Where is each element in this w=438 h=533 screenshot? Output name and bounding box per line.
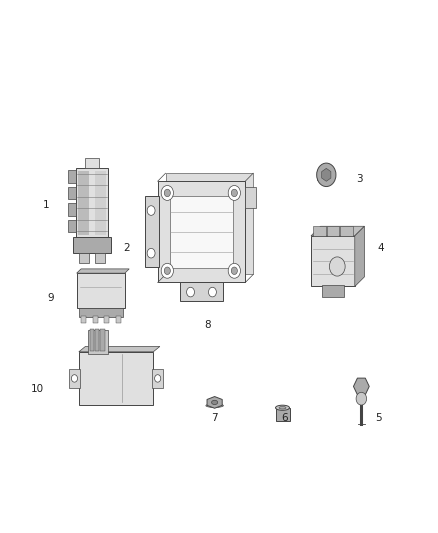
- Polygon shape: [311, 226, 364, 236]
- Bar: [75, 168, 109, 237]
- Text: 1: 1: [42, 200, 49, 210]
- Ellipse shape: [212, 400, 218, 405]
- Text: 4: 4: [378, 243, 385, 253]
- Polygon shape: [158, 181, 245, 282]
- Bar: [317, 170, 321, 180]
- Bar: [85, 158, 99, 168]
- Bar: [313, 227, 325, 236]
- Polygon shape: [77, 269, 129, 273]
- Bar: [78, 253, 89, 263]
- Polygon shape: [355, 226, 364, 287]
- Text: 5: 5: [375, 414, 382, 423]
- Bar: [276, 408, 290, 421]
- Bar: [81, 316, 86, 323]
- Circle shape: [161, 263, 173, 278]
- Bar: [95, 253, 106, 263]
- Bar: [67, 220, 75, 232]
- Bar: [116, 316, 121, 323]
- Bar: [67, 187, 75, 199]
- Bar: [73, 237, 110, 253]
- Circle shape: [231, 189, 237, 197]
- Circle shape: [147, 248, 155, 258]
- Circle shape: [329, 257, 345, 276]
- Bar: [104, 316, 110, 323]
- Circle shape: [155, 375, 161, 382]
- Bar: [69, 369, 80, 388]
- Bar: [152, 369, 163, 388]
- Circle shape: [187, 287, 194, 297]
- Bar: [322, 286, 344, 297]
- Bar: [340, 227, 353, 236]
- Circle shape: [356, 392, 367, 405]
- Bar: [79, 352, 153, 405]
- Bar: [245, 187, 256, 208]
- Circle shape: [208, 287, 216, 297]
- Circle shape: [164, 189, 170, 197]
- Circle shape: [231, 267, 237, 274]
- Bar: [95, 171, 106, 235]
- Circle shape: [164, 267, 170, 274]
- Polygon shape: [207, 397, 222, 408]
- Bar: [88, 330, 109, 354]
- Bar: [67, 203, 75, 216]
- Circle shape: [228, 185, 240, 200]
- Polygon shape: [353, 378, 369, 395]
- Bar: [170, 196, 233, 268]
- Text: 7: 7: [211, 414, 218, 423]
- Circle shape: [147, 206, 155, 215]
- Text: 10: 10: [31, 384, 44, 394]
- Ellipse shape: [279, 407, 286, 409]
- Text: 9: 9: [47, 294, 54, 303]
- Bar: [100, 329, 105, 351]
- Ellipse shape: [206, 404, 223, 407]
- Polygon shape: [322, 168, 331, 181]
- Bar: [145, 197, 159, 268]
- Text: 8: 8: [205, 320, 212, 330]
- Bar: [311, 236, 355, 287]
- Bar: [95, 329, 99, 351]
- Circle shape: [71, 375, 78, 382]
- Text: 2: 2: [124, 243, 131, 253]
- Bar: [327, 227, 339, 236]
- Bar: [180, 282, 223, 301]
- Circle shape: [228, 263, 240, 278]
- Polygon shape: [79, 346, 160, 352]
- Bar: [79, 308, 123, 318]
- Ellipse shape: [276, 405, 290, 410]
- Bar: [90, 329, 94, 351]
- Circle shape: [161, 185, 173, 200]
- Polygon shape: [166, 173, 253, 274]
- Text: 6: 6: [281, 414, 288, 423]
- Text: 3: 3: [356, 174, 363, 183]
- Bar: [77, 273, 125, 308]
- Bar: [67, 170, 75, 183]
- Bar: [93, 316, 98, 323]
- Circle shape: [317, 163, 336, 187]
- Bar: [78, 171, 89, 235]
